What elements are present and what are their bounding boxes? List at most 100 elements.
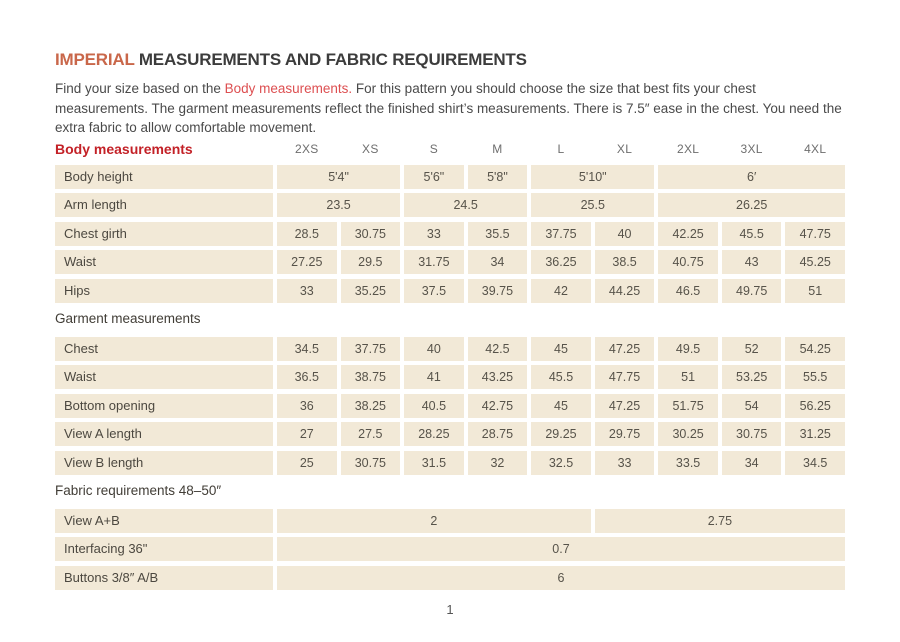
table-row: Waist 27.25 29.5 31.75 34 36.25 38.5 40.75 43 45.… <box>55 250 845 275</box>
value-cell: 34 <box>721 450 782 475</box>
value-cell: 29.75 <box>594 422 655 447</box>
size-column-header: 2XS <box>294 142 319 156</box>
section-label: Fabric requirements 48–50″ <box>55 482 222 498</box>
value-cell: 44.25 <box>594 278 655 303</box>
row-label: Waist <box>55 365 273 390</box>
value-cell: 0.7 <box>277 537 845 562</box>
value-cell: 23.5 <box>277 193 401 218</box>
row-label: View A+B <box>55 508 273 533</box>
value-cell: 54 <box>721 393 782 418</box>
row-label: Hips <box>55 278 273 303</box>
table-row: Waist 36.5 38.75 41 43.25 45.5 47.75 51 53.25 55.… <box>55 365 845 390</box>
table-row: View A+B 2 2.75 <box>55 508 845 533</box>
value-cell: 6′ <box>658 165 845 189</box>
value-cell: 40.5 <box>404 393 464 418</box>
value-cell: 40 <box>404 336 464 361</box>
value-cell: 37.75 <box>340 336 401 361</box>
value-cell: 51 <box>785 278 845 303</box>
size-column-header: XL <box>616 142 633 156</box>
value-cell: 47.75 <box>594 365 655 390</box>
value-cell: 41 <box>404 365 464 390</box>
value-cell: 5'8" <box>467 165 528 189</box>
value-cell: 38.25 <box>340 393 401 418</box>
value-cell: 33 <box>594 450 655 475</box>
table-row: View A length 27 27.5 28.25 28.75 29.25 29.75 3… <box>55 422 845 447</box>
section-label: Garment measurements <box>55 310 201 326</box>
table-row: Hips 33 35.25 37.5 39.75 42 44.25 46.5 49.75 51 <box>55 278 845 303</box>
intro-paragraph: Find your size based on the Body measure… <box>55 79 847 138</box>
size-column-header: S <box>429 142 439 156</box>
size-column-header: L <box>557 142 565 156</box>
value-cell: 38.75 <box>340 365 401 390</box>
value-cell: 27 <box>277 422 337 447</box>
intro-text-after: For this pattern you should choose the s… <box>55 81 842 135</box>
value-cell: 2.75 <box>594 508 845 533</box>
value-cell: 25 <box>277 450 337 475</box>
value-cell: 47.25 <box>594 393 655 418</box>
size-column-header: M <box>492 142 503 156</box>
value-cell: 45.5 <box>531 365 591 390</box>
value-cell: 5'10" <box>531 165 655 189</box>
value-cell: 35.25 <box>340 278 401 303</box>
value-cell: 46.5 <box>658 278 718 303</box>
value-cell: 33 <box>404 221 464 246</box>
value-cell: 40 <box>594 221 655 246</box>
value-cell: 30.75 <box>340 450 401 475</box>
table-header-row: Body measurements 2XS XS S M L XL 2XL 3XL 4XL <box>55 139 845 159</box>
page-title: IMPERIAL MEASUREMENTS AND FABRIC REQUIRE… <box>55 50 527 70</box>
value-cell: 28.5 <box>277 221 337 246</box>
value-cell: 43.25 <box>467 365 528 390</box>
value-cell: 30.75 <box>721 422 782 447</box>
value-cell: 31.5 <box>404 450 464 475</box>
value-cell: 27.25 <box>277 250 337 275</box>
value-cell: 40.75 <box>658 250 718 275</box>
title-rest: MEASUREMENTS AND FABRIC REQUIREMENTS <box>134 50 527 69</box>
table-row: Arm length 23.5 24.5 25.5 26.25 <box>55 193 845 218</box>
row-label: Arm length <box>55 193 273 218</box>
value-cell: 42.5 <box>467 336 528 361</box>
value-cell: 45 <box>531 336 591 361</box>
value-cell: 36.5 <box>277 365 337 390</box>
table-row: Chest 34.5 37.75 40 42.5 45 47.25 49.5 52 54.25 <box>55 336 845 361</box>
table-row: Buttons 3/8″ A/B 6 <box>55 565 845 590</box>
value-cell: 54.25 <box>785 336 845 361</box>
value-cell: 47.25 <box>594 336 655 361</box>
value-cell: 37.75 <box>531 221 591 246</box>
title-highlight: IMPERIAL <box>55 50 135 69</box>
value-cell: 29.25 <box>531 422 591 447</box>
value-cell: 43 <box>721 250 782 275</box>
value-cell: 25.5 <box>531 193 655 218</box>
row-label: Buttons 3/8″ A/B <box>55 565 273 590</box>
value-cell: 30.75 <box>340 221 401 246</box>
value-cell: 36 <box>277 393 337 418</box>
value-cell: 37.5 <box>404 278 464 303</box>
row-label: Waist <box>55 250 273 275</box>
value-cell: 35.5 <box>467 221 528 246</box>
value-cell: 49.75 <box>721 278 782 303</box>
table-row: Body height 5'4" 5'6" 5'8" 5'10" 6′ <box>55 165 845 189</box>
value-cell: 32 <box>467 450 528 475</box>
value-cell: 32.5 <box>531 450 591 475</box>
size-column-header: XS <box>362 142 379 156</box>
value-cell: 38.5 <box>594 250 655 275</box>
row-label: Bottom opening <box>55 393 273 418</box>
value-cell: 36.25 <box>531 250 591 275</box>
value-cell: 26.25 <box>658 193 845 218</box>
measurement-table: Body measurements 2XS XS S M L XL 2XL 3XL 4XL Bo… <box>55 139 845 594</box>
value-cell: 51 <box>658 365 718 390</box>
size-column-header: 3XL <box>740 142 763 156</box>
value-cell: 34 <box>467 250 528 275</box>
row-label: View A length <box>55 422 273 447</box>
value-cell: 45.25 <box>785 250 845 275</box>
size-column-header: 2XL <box>676 142 700 156</box>
value-cell: 27.5 <box>340 422 401 447</box>
value-cell: 33 <box>277 278 337 303</box>
page-number: 1 <box>446 602 454 617</box>
value-cell: 29.5 <box>340 250 401 275</box>
value-cell: 47.75 <box>785 221 845 246</box>
value-cell: 53.25 <box>721 365 782 390</box>
table-header-label: Body measurements <box>55 141 193 157</box>
value-cell: 52 <box>721 336 782 361</box>
value-cell: 2 <box>277 508 591 533</box>
